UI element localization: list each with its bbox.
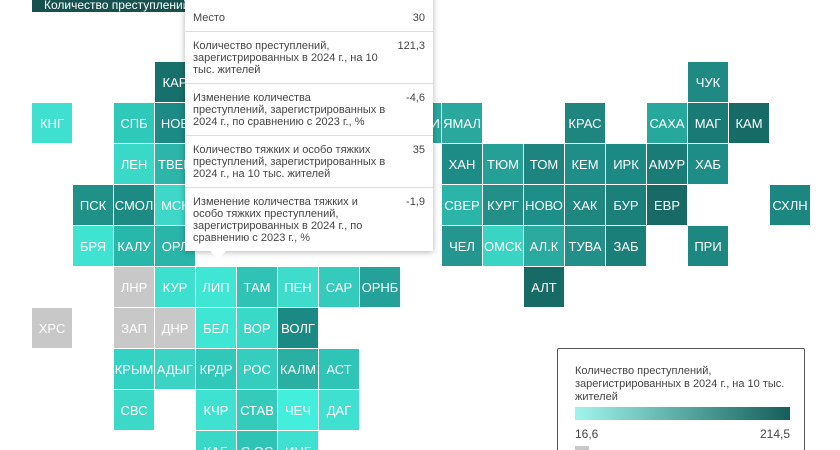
region-tile[interactable]: ВОР [237,308,277,348]
region-tile[interactable]: С.ОС [237,431,277,450]
region-tile[interactable]: БЕЛ [196,308,236,348]
region-tile[interactable]: ТЮМ [483,144,523,184]
region-tile[interactable]: КЧР [196,390,236,430]
region-tile[interactable]: ТУВА [565,226,605,266]
tooltip-value: -4,6 [406,92,425,104]
region-tile[interactable]: ИНГ [278,431,318,450]
tooltip-value: -1,9 [406,196,425,208]
region-tile[interactable]: ТАМ [237,267,277,307]
tooltip-label: Место [193,12,225,24]
region-tile[interactable]: КАЛУ [114,226,154,266]
tooltip-label: Количество тяжких и особо тяжких преступ… [193,144,386,180]
region-tile[interactable]: ЗАП [114,308,154,348]
tooltip-row: Количество преступлений, зарегистрирован… [185,31,433,83]
indicator-button[interactable]: Количество преступлений [32,0,212,12]
region-tile[interactable]: ЧУК [688,62,728,102]
region-tile[interactable]: ПЕН [278,267,318,307]
region-tile[interactable]: КАМ [729,103,769,143]
region-tile[interactable]: КУРГ [483,185,523,225]
region-tile[interactable]: ХРС [32,308,72,348]
region-tile[interactable]: ЧЕЛ [442,226,482,266]
region-tile[interactable]: САХА [647,103,687,143]
region-tile[interactable]: ХАК [565,185,605,225]
region-tile[interactable]: ХАН [442,144,482,184]
tooltip-label: Изменение количества тяжких и особо тяжк… [193,196,363,244]
region-tile[interactable]: САР [319,267,359,307]
region-tile[interactable]: КАБ [196,431,236,450]
region-tile[interactable]: КРДР [196,349,236,389]
region-tile[interactable]: ЛЕН [114,144,154,184]
region-tile[interactable]: ЕВР [647,185,687,225]
tooltip-row: Место 30 [185,0,433,31]
tooltip: Место 30 Количество преступлений, зарегист… [185,0,433,259]
tooltip-value: 121,3 [397,40,425,52]
legend-gradient [575,407,790,420]
region-tile[interactable]: АЛ.К [524,226,564,266]
region-tile[interactable]: СХЛН [770,185,810,225]
region-tile[interactable]: АМУР [647,144,687,184]
region-tile[interactable]: КНГ [32,103,72,143]
tooltip-value: 30 [412,12,425,24]
region-tile[interactable]: ЧЕЧ [278,390,318,430]
legend-min: 16,6 [575,427,599,441]
region-tile[interactable]: БУР [606,185,646,225]
region-tile[interactable]: ЛНР [114,267,154,307]
tooltip-label: Количество преступлений, зарегистрирован… [193,40,378,76]
region-tile[interactable]: ВОЛГ [278,308,318,348]
region-tile[interactable]: ДНР [155,308,195,348]
region-tile[interactable]: НОВО [524,185,564,225]
tooltip-label: Изменение количества преступлений, зарег… [193,92,386,128]
region-tile[interactable]: КУР [155,267,195,307]
region-tile[interactable]: СВЕР [442,185,482,225]
region-tile[interactable]: СВС [114,390,154,430]
region-tile[interactable]: ХАБ [688,144,728,184]
tooltip-row: Изменение количества преступлений, зарег… [185,83,433,135]
region-tile[interactable]: ЛИП [196,267,236,307]
region-tile[interactable]: ПСК [73,185,113,225]
region-tile[interactable]: КРЫМ [114,349,154,389]
legend-no-data [575,446,589,450]
region-tile[interactable]: БРЯ [73,226,113,266]
region-tile[interactable]: АСТ [319,349,359,389]
tooltip-arrow [209,250,227,259]
region-tile[interactable]: ИРК [606,144,646,184]
region-tile[interactable]: КЕМ [565,144,605,184]
region-tile[interactable]: АЛТ [524,267,564,307]
region-tile[interactable]: ОРНБ [360,267,400,307]
region-tile[interactable]: ЗАБ [606,226,646,266]
legend: Количество преступлений, зарегистрирован… [557,348,805,450]
region-tile[interactable]: КАЛМ [278,349,318,389]
region-tile[interactable]: МАГ [688,103,728,143]
region-tile[interactable]: РОС [237,349,277,389]
tooltip-value: 35 [412,144,425,156]
legend-max: 214,5 [759,427,790,441]
region-tile[interactable]: СПБ [114,103,154,143]
region-tile[interactable]: ЯМАЛ [442,103,482,143]
region-tile[interactable]: СМОЛ [114,185,154,225]
region-tile[interactable]: ОМСК [483,226,523,266]
region-tile[interactable]: АДЫГ [155,349,195,389]
region-tile[interactable]: ПРИ [688,226,728,266]
legend-title: Количество преступлений, зарегистрирован… [575,365,785,403]
tooltip-row: Изменение количества тяжких и особо тяжк… [185,187,433,251]
region-tile[interactable]: СТАВ [237,390,277,430]
region-tile[interactable]: ТОМ [524,144,564,184]
region-tile[interactable]: КРАС [565,103,605,143]
tooltip-row: Количество тяжких и особо тяжких преступ… [185,135,433,187]
region-tile[interactable]: ДАГ [319,390,359,430]
